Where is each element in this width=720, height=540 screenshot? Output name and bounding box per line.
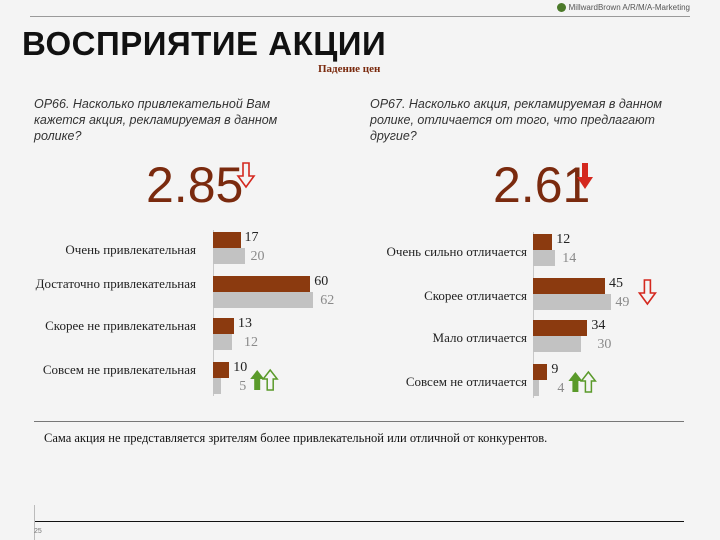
bar-current <box>533 320 588 336</box>
category-label: Мало отличается <box>432 330 527 345</box>
chart-left: Очень привлекательная 17 20 Достаточно прив… <box>0 0 360 415</box>
score-left: 2.85 <box>146 157 244 213</box>
category-label: Скорее не привлекательная <box>45 318 196 333</box>
trend-up-outline-icon <box>261 368 279 391</box>
question-right: OP67. Насколько акция, рекламируемая в д… <box>370 97 662 143</box>
page-subtitle: Падение цен <box>318 63 381 75</box>
value-label-current: 60 <box>314 274 329 289</box>
value-label-previous: 49 <box>615 295 630 310</box>
bar-previous <box>533 380 540 396</box>
category-label: Очень сильно отличается <box>386 244 527 259</box>
bar-current <box>213 318 235 334</box>
category-label: Совсем не отличается <box>405 374 527 389</box>
value-label-previous: 5 <box>239 379 247 394</box>
score-left-down-icon <box>236 162 256 189</box>
value-label-previous: 12 <box>244 335 259 350</box>
score-right: 2.61 <box>493 157 591 213</box>
value-label-current: 12 <box>556 232 571 247</box>
category-label: Достаточно привлекательная <box>35 276 196 291</box>
category-label: Скорее отличается <box>424 288 527 303</box>
score-right-down-icon <box>577 163 593 189</box>
top-divider <box>30 16 690 17</box>
logo-icon <box>556 3 566 12</box>
bottom-divider <box>34 421 684 422</box>
value-label-previous: 20 <box>250 249 265 264</box>
bar-previous <box>533 294 612 310</box>
bar-previous <box>213 334 233 350</box>
value-label-current: 13 <box>238 316 253 331</box>
bar-current <box>533 278 605 294</box>
trend-up-outline-icon <box>579 370 597 393</box>
bar-previous <box>213 378 222 394</box>
bar-current <box>533 234 553 250</box>
trend-down-icon <box>637 279 657 306</box>
trend-up-icon <box>250 370 265 390</box>
conclusion-text: Сама акция не представляется зрителям бо… <box>44 431 548 445</box>
chart-axis <box>213 230 214 396</box>
bar-previous <box>533 336 581 352</box>
value-label-current: 34 <box>591 318 606 333</box>
question-left: OP66. Насколько привлекательной Вам каже… <box>34 97 278 143</box>
value-label-previous: 4 <box>557 381 565 396</box>
bar-current <box>213 232 241 248</box>
bar-previous <box>213 248 246 264</box>
footer-divider <box>34 521 684 522</box>
bar-previous <box>213 292 314 308</box>
value-label-previous: 30 <box>597 337 612 352</box>
value-label-current: 17 <box>244 230 259 245</box>
category-label: Совсем не привлекательная <box>42 362 196 377</box>
category-label: Очень привлекательная <box>65 242 196 257</box>
value-label-current: 45 <box>609 276 623 291</box>
footer-left-rule <box>34 505 35 540</box>
chart-axis <box>533 232 534 398</box>
value-label-current: 10 <box>233 360 248 375</box>
value-label-current: 9 <box>551 362 559 377</box>
chart-right: Очень сильно отличается 12 14 Скорее отлича… <box>360 0 720 415</box>
bar-current <box>213 362 230 378</box>
value-label-previous: 62 <box>320 293 335 308</box>
page-title: ВОСПРИЯТИЕ АКЦИИ <box>22 25 387 62</box>
brand-logo: MillwardBrown A/R/M/A-Marketing <box>556 3 690 12</box>
bar-previous <box>533 250 556 266</box>
value-label-previous: 14 <box>562 251 577 266</box>
bar-current <box>533 364 548 380</box>
logo-text: MillwardBrown A/R/M/A-Marketing <box>568 3 690 12</box>
bar-current <box>213 276 311 292</box>
trend-up-icon <box>568 372 583 392</box>
slide-number: 25 <box>34 528 42 535</box>
